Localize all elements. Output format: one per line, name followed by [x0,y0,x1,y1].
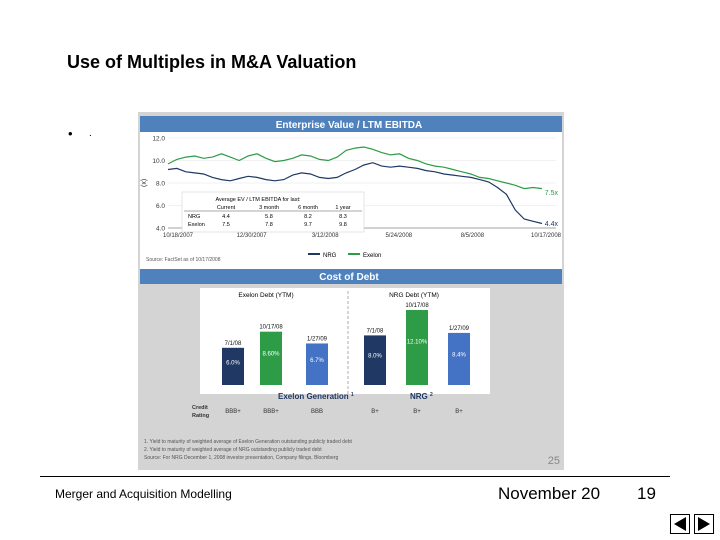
credit-rating-value: BBB+ [263,409,279,415]
credit-rating-value: B+ [455,409,463,415]
bar-value-label: 12.10% [407,340,428,346]
ev-legend: NRG Exelon [308,253,381,259]
x-tick-label: 8/5/2008 [461,233,485,239]
bar-date-label: 7/1/08 [225,341,242,347]
table-cell: 8.2 [304,214,312,220]
credit-rating-value: BBB [311,409,323,415]
slide-title: Use of Multiples in M&A Valuation [67,52,357,72]
y-tick-label: 4.0 [156,226,165,233]
series-line-exelon [167,146,543,190]
x-tick-label: 12/30/2007 [237,233,268,239]
ev-lines [167,146,543,225]
bar-date-label: 10/17/08 [259,325,283,331]
footnote-2: 2. Yield to maturity of weighted average… [144,447,322,453]
bar-value-label: 8.60% [262,352,280,358]
footer-page-number: 19 [637,484,656,503]
table-header-6m: 6 month [298,205,318,211]
table-cell: 9.7 [304,222,312,228]
x-tick-label: 3/12/2008 [312,233,339,239]
footer-date: November 20 [498,484,601,503]
debt-bar [306,343,328,385]
bar-value-label: 6.7% [310,358,324,364]
table-cell: 7.8 [265,222,273,228]
debt-bar [406,309,428,385]
table-cell: 5.8 [265,214,273,220]
credit-label-line1: Credit [192,405,208,411]
nav-next-icon[interactable] [694,514,714,534]
y-tick-label: 12.0 [152,136,165,143]
footer-divider [40,476,670,477]
cod-header-bar [140,269,562,284]
y-tick-label: 10.0 [152,158,165,165]
bar-date-label: 7/1/08 [367,328,384,334]
legend-nrg-label: NRG [323,253,337,259]
embedded-chart-panel: Enterprise Value / LTM EBITDA (x) 12.0 10… [138,112,564,470]
debt-bar [448,332,470,385]
ev-header-bar [140,116,562,132]
embedded-slide-number: 25 [548,455,560,467]
table-row-nrg-name: NRG [188,214,200,220]
table-header-current: Current [217,205,236,211]
bar-date-label: 1/27/09 [307,336,328,342]
bar-value-label: 8.4% [452,352,466,358]
footnote-source: Source: For NRG December 1, 2008 investo… [144,455,338,461]
nrg-end-label: 4.4x [545,221,559,228]
credit-rating-value: BBB+ [225,409,241,415]
exelon-group-label: Exelon Generation 1 [278,392,354,401]
ev-chart-title: Enterprise Value / LTM EBITDA [276,120,423,131]
series-line-nrg [167,162,543,225]
table-cell: 9.8 [339,222,347,228]
credit-rating-value: B+ [371,409,379,415]
nav-previous-icon[interactable] [670,514,690,534]
exelon-debt-subtitle: Exelon Debt (YTM) [238,292,293,299]
table-cell: 7.5 [222,222,230,228]
inset-table-title: Average EV / LTM EBITDA for last: [215,197,301,203]
footnote-1: 1. Yield to maturity of weighted average… [144,439,353,445]
cod-chart-background [200,288,490,394]
debt-bar [260,331,282,385]
y-tick-label: 8.0 [156,181,165,188]
debt-bar [222,347,244,385]
bullet-text: . [89,128,92,139]
table-cell: 8.3 [339,214,347,220]
exelon-end-label: 7.5x [545,190,559,197]
credit-ratings: BBB+ BBB+ BBB B+ B+ B+ [225,409,463,415]
legend-exelon-label: Exelon [363,253,381,259]
bar-date-label: 1/27/09 [449,326,470,332]
credit-label-line2: Rating [192,413,209,419]
charts-svg: Enterprise Value / LTM EBITDA (x) 12.0 10… [140,116,562,467]
cod-bars: 7/1/08 6.0% 10/17/08 8.60% 1/27/09 6.7% 7/1/08… [222,303,470,385]
nrg-group-label: NRG 2 [410,392,433,401]
table-row-exelon-name: Exelon [188,222,205,228]
x-tick-label: 5/24/2008 [385,233,412,239]
x-tick-label: 10/17/2008 [531,233,562,239]
x-tick-label: 10/18/2007 [163,233,194,239]
table-header-3m: 3 month [259,205,279,211]
cod-chart-title: Cost of Debt [319,272,379,283]
ev-source-note: Source: FactSet as of 10/17/2008 [146,257,221,263]
bar-date-label: 10/17/08 [405,303,429,309]
footer-course-title: Merger and Acquisition Modelling [55,487,232,501]
bullet-marker: • [68,126,73,141]
inset-table: Average EV / LTM EBITDA for last: Curren… [181,191,365,233]
bar-value-label: 8.0% [368,354,382,360]
table-header-1y: 1 year [335,205,350,211]
debt-bar [364,335,386,385]
credit-rating-value: B+ [413,409,421,415]
inset-table-box [181,191,365,233]
nrg-debt-subtitle: NRG Debt (YTM) [389,292,439,299]
bar-value-label: 6.0% [226,361,240,367]
y-tick-label: 6.0 [156,203,165,210]
table-cell: 4.4 [222,214,230,220]
ev-y-axis-label: (x) [141,179,148,187]
